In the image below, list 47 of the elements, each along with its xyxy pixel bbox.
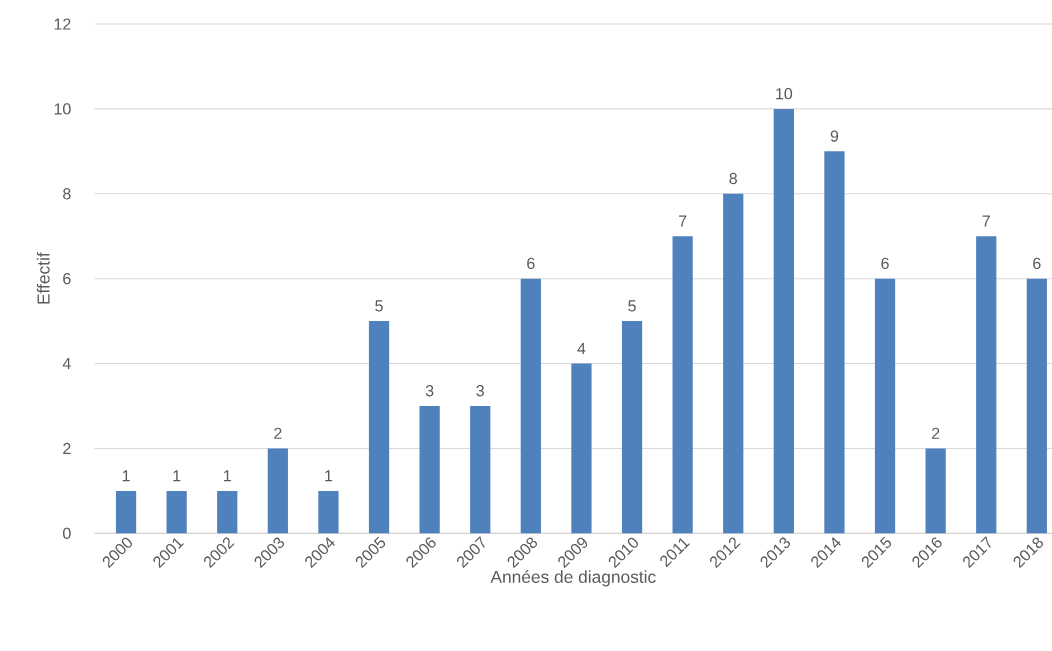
- data-label: 9: [830, 130, 839, 142]
- bar: [976, 236, 997, 534]
- bar: [217, 491, 238, 534]
- data-label: 7: [982, 215, 990, 227]
- data-label: 1: [224, 470, 231, 482]
- y-tick-label: 4: [62, 358, 71, 370]
- bar: [368, 321, 390, 534]
- data-label: 6: [527, 257, 535, 270]
- bar: [166, 491, 187, 534]
- bar: [115, 491, 137, 534]
- y-tick-label: 12: [54, 18, 71, 30]
- bar: [419, 406, 440, 534]
- data-label: 4: [577, 343, 586, 355]
- y-tick-label: 2: [63, 443, 71, 455]
- data-label: 2: [931, 427, 940, 439]
- bar: [318, 491, 339, 534]
- data-label: 3: [425, 385, 434, 397]
- data-label: 1: [122, 470, 130, 482]
- bar: [470, 406, 491, 534]
- bar: [773, 109, 794, 534]
- data-label: 5: [375, 300, 383, 312]
- bar: [267, 448, 288, 534]
- data-label: 10: [776, 88, 793, 100]
- bar: [824, 151, 845, 534]
- bar: [520, 278, 541, 534]
- y-tick-label: 10: [54, 103, 71, 115]
- y-tick-label: 6: [63, 273, 71, 285]
- y-tick-label: 0: [63, 527, 71, 540]
- data-label: 8: [729, 173, 737, 185]
- data-label: 6: [881, 257, 889, 270]
- bar: [925, 448, 946, 534]
- bar: [571, 363, 592, 534]
- bar: [1026, 278, 1047, 534]
- x-axis-title: Années de diagnostic: [490, 570, 656, 587]
- y-tick-label: 8: [63, 188, 71, 200]
- data-label: 1: [325, 470, 333, 482]
- bar: [672, 236, 693, 534]
- data-label: 1: [173, 470, 181, 482]
- data-label: 7: [679, 215, 687, 227]
- data-label: 5: [628, 300, 636, 312]
- bar: [621, 321, 643, 534]
- y-axis-title: Effectif: [36, 252, 50, 304]
- data-label: 3: [476, 385, 484, 397]
- bar: [874, 278, 896, 534]
- bar: [723, 193, 744, 534]
- data-label: 6: [1033, 257, 1041, 270]
- data-label: 2: [274, 427, 282, 439]
